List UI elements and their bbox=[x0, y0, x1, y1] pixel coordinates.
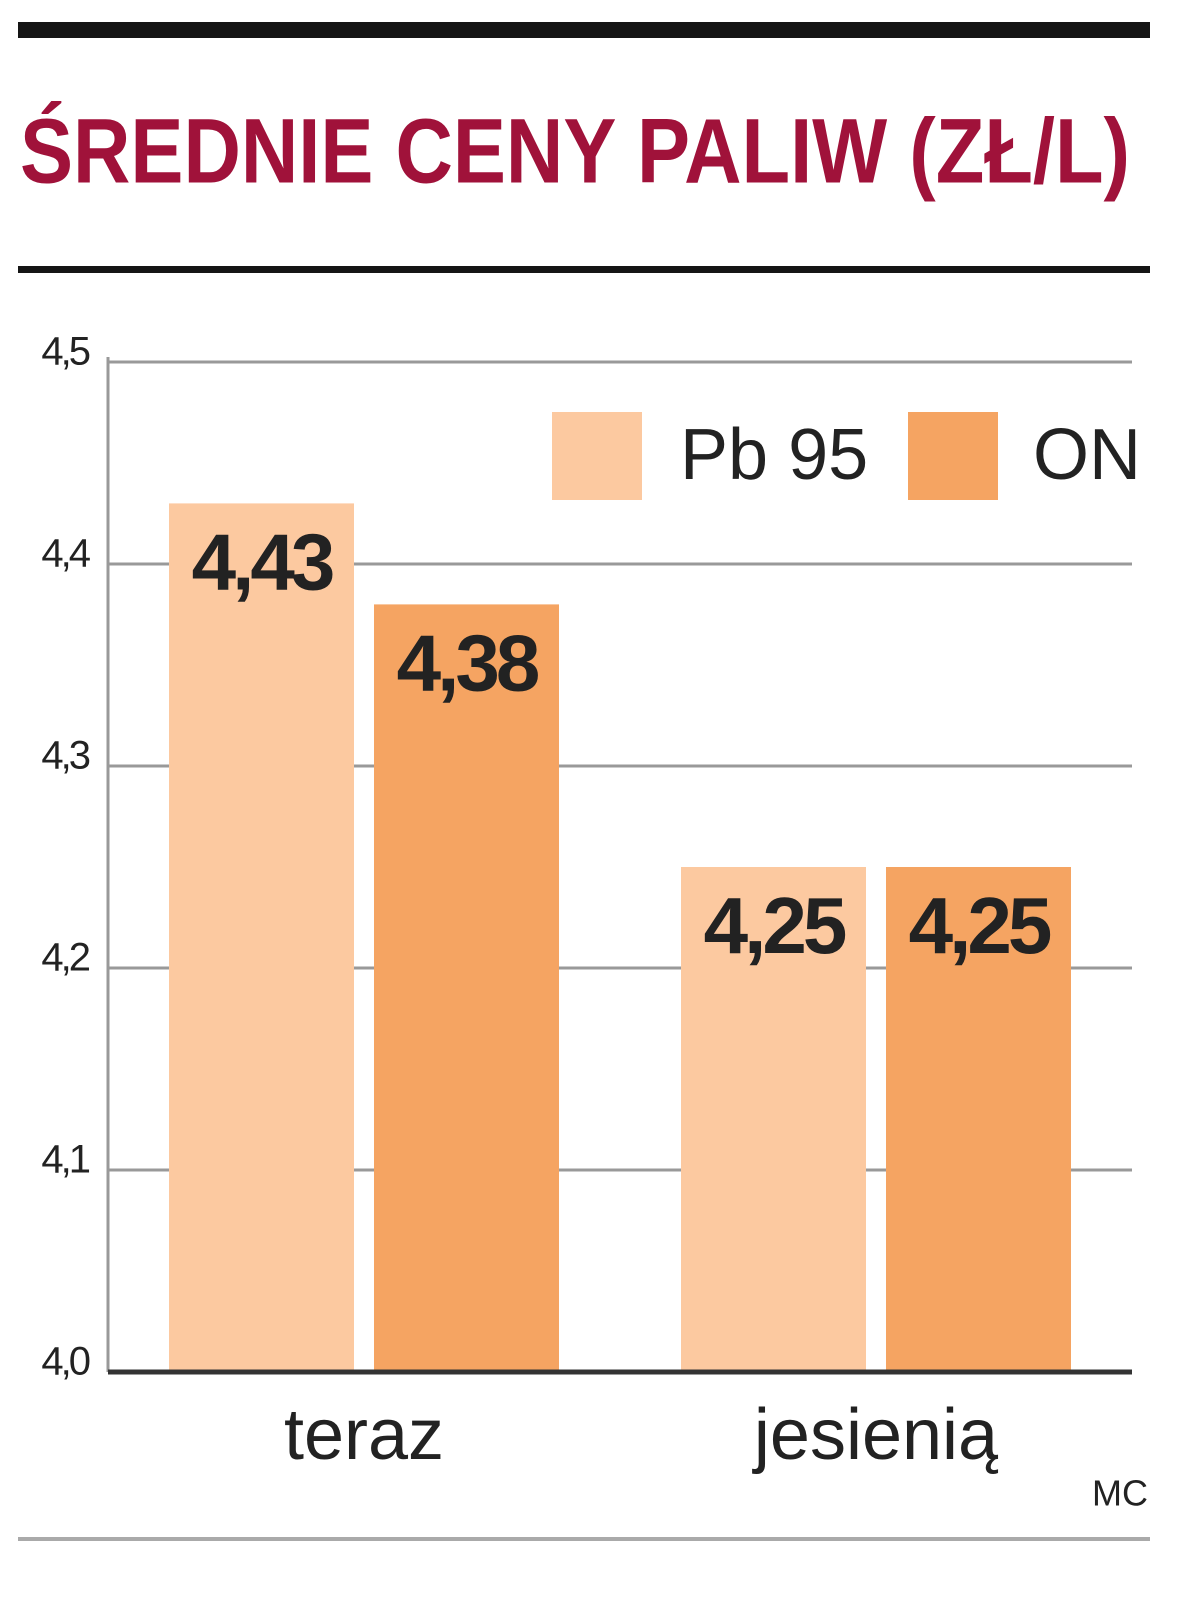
y-tick-label: 4,4 bbox=[41, 532, 90, 576]
x-tick-label: teraz bbox=[284, 1395, 444, 1475]
value-label: 4,43 bbox=[192, 518, 333, 607]
value-label: 4,38 bbox=[397, 619, 539, 708]
x-tick-label: jesienią bbox=[752, 1395, 999, 1475]
y-tick-label: 4,5 bbox=[41, 330, 89, 374]
value-label: 4,25 bbox=[909, 881, 1051, 970]
bar bbox=[886, 867, 1071, 1372]
y-tick-label: 4,1 bbox=[41, 1138, 89, 1182]
bar bbox=[681, 867, 866, 1372]
bottom-rule bbox=[18, 1537, 1150, 1541]
legend-swatch bbox=[908, 412, 998, 500]
top-rule bbox=[18, 22, 1150, 38]
legend-label: ON bbox=[1033, 415, 1141, 495]
chart-title: ŚREDNIE CENY PALIW (ZŁ/L) bbox=[20, 99, 1130, 202]
credit: MC bbox=[1092, 1473, 1148, 1514]
legend-label: Pb 95 bbox=[680, 415, 868, 495]
value-label: 4,25 bbox=[704, 881, 846, 970]
bar bbox=[169, 503, 354, 1372]
y-tick-label: 4,3 bbox=[41, 734, 89, 778]
y-tick-label: 4,0 bbox=[41, 1340, 89, 1384]
bar bbox=[374, 604, 559, 1372]
y-tick-label: 4,2 bbox=[41, 936, 89, 980]
title-rule bbox=[18, 266, 1150, 273]
legend-swatch bbox=[552, 412, 642, 500]
